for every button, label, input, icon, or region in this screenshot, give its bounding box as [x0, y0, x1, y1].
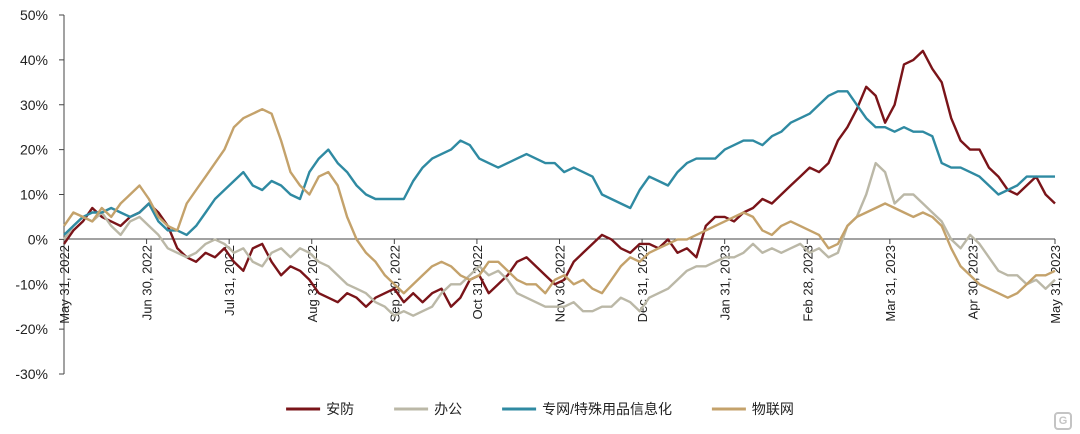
y-tick-label: 10% — [20, 187, 48, 203]
x-tick-label: Nov 30, 2022 — [553, 245, 568, 322]
y-tick-label: -20% — [15, 321, 48, 337]
watermark: G — [1054, 412, 1072, 430]
series-lines — [63, 49, 1056, 317]
watermark-logo-icon: G — [1054, 412, 1072, 430]
x-tick-label: Oct 31, 2022 — [470, 245, 485, 319]
legend-label: 物联网 — [752, 401, 794, 417]
legend: 安防 办公 专网/特殊用品信息化 物联网 — [286, 401, 794, 417]
legend-item: 物联网 — [711, 401, 794, 417]
y-tick-label: 20% — [20, 142, 48, 158]
series-line-1 — [63, 161, 1056, 317]
y-tick-label: -10% — [15, 276, 48, 292]
x-tick-label: Dec 31, 2022 — [635, 245, 650, 322]
legend-item: 办公 — [394, 401, 462, 417]
legend-label: 办公 — [434, 401, 462, 417]
legend-label: 专网/特殊用品信息化 — [542, 401, 672, 417]
x-tick-label: Apr 30, 2023 — [965, 245, 980, 319]
x-tick-label: Jan 31, 2023 — [718, 245, 733, 320]
legend-item: 专网/特殊用品信息化 — [502, 401, 672, 417]
series-line-3 — [63, 107, 1056, 299]
y-tick-label: 50% — [20, 7, 48, 23]
x-tick-label: May 31, 2023 — [1048, 245, 1063, 324]
y-tick-label: 0% — [28, 231, 48, 247]
x-tick-label: Mar 31, 2023 — [883, 245, 898, 322]
y-tick-label: -30% — [15, 366, 48, 382]
y-tick-label: 30% — [20, 97, 48, 113]
legend-label: 安防 — [326, 401, 354, 417]
y-tick-label: 40% — [20, 52, 48, 68]
x-tick-label: Feb 28, 2023 — [800, 245, 815, 322]
x-tick-label: Jun 30, 2022 — [140, 245, 155, 320]
x-tick-label: May 31, 2022 — [57, 245, 72, 324]
y-axis: 50% 40% 30% 20% 10% 0% -10% -20% -30% — [15, 7, 65, 382]
legend-item: 安防 — [286, 401, 354, 417]
series-line-0 — [63, 49, 1056, 308]
series-line-2 — [63, 90, 1055, 237]
